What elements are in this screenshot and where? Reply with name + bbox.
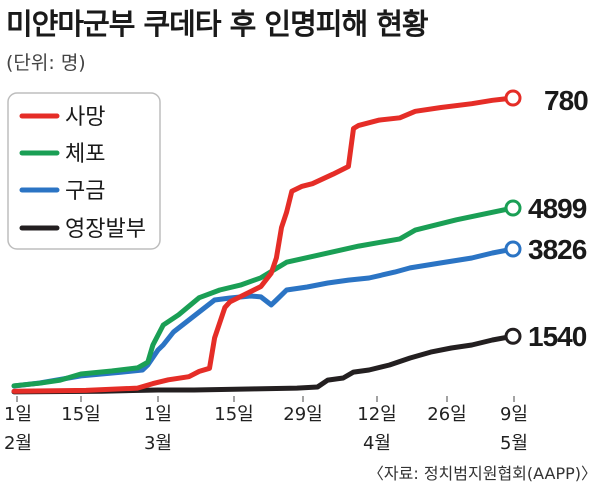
end-label-death: 780 [544, 85, 588, 116]
legend-item-detention: 구금 [19, 179, 105, 204]
x-tick-month-label: 4월 [363, 433, 391, 454]
legend-label-arrest: 체포 [65, 142, 105, 167]
unit-note: (단위: 명) [6, 52, 86, 74]
x-tick-label: 9일 [500, 404, 528, 425]
x-tick-month-label: 3월 [144, 433, 172, 454]
x-axis: 1일 15일 1일 15일 29일 12일 26일 9일 2월 3월 4월 5월 [4, 396, 528, 454]
end-label-arrest: 4899 [528, 193, 587, 224]
end-label-warrant: 1540 [528, 321, 587, 352]
series-line-detention [11, 246, 516, 389]
x-tick-label: 1일 [144, 404, 172, 425]
legend: 사망 체포 구금 영장발부 [7, 92, 161, 250]
x-tick-label: 29일 [283, 404, 322, 425]
x-tick-month-label: 2월 [4, 433, 32, 454]
legend-item-warrant: 영장발부 [19, 217, 146, 242]
legend-box [7, 92, 161, 250]
x-tick-label: 12일 [357, 404, 396, 425]
series-line-death [11, 95, 516, 394]
end-marker-arrest [504, 199, 522, 217]
legend-label-warrant: 영장발부 [65, 217, 146, 242]
series-line-warrant [11, 333, 516, 395]
x-tick-month-label: 5월 [500, 433, 528, 454]
end-label-detention: 3826 [528, 234, 587, 265]
legend-label-death: 사망 [65, 105, 105, 130]
x-tick-label: 15일 [214, 404, 253, 425]
chart-title: 미얀마군부 쿠데타 후 인명피해 현황 [6, 7, 429, 41]
legend-item-arrest: 체포 [19, 142, 105, 167]
end-marker-detention [504, 240, 522, 258]
legend-item-death: 사망 [19, 105, 105, 130]
legend-label-detention: 구금 [65, 179, 105, 204]
x-tick-label: 15일 [61, 404, 100, 425]
series-line-arrest [11, 205, 516, 389]
end-marker-warrant [504, 327, 522, 345]
x-tick-label: 26일 [427, 404, 466, 425]
x-tick-label: 1일 [4, 404, 32, 425]
source-note: 〈자료: 정치범지원협회(AAPP)〉 [368, 464, 597, 483]
end-marker-death [504, 89, 522, 107]
